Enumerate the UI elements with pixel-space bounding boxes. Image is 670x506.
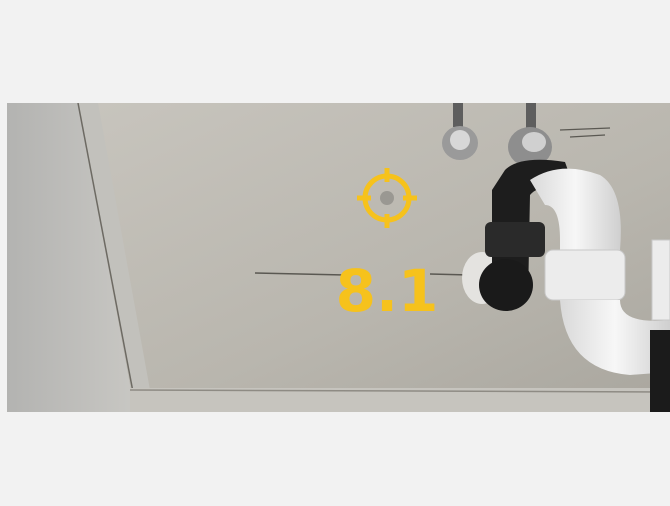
measurement-reading: 8.1 bbox=[336, 257, 439, 325]
camera-view: 8.1 bbox=[0, 0, 670, 506]
app-screen: 8.1 bbox=[0, 0, 670, 506]
